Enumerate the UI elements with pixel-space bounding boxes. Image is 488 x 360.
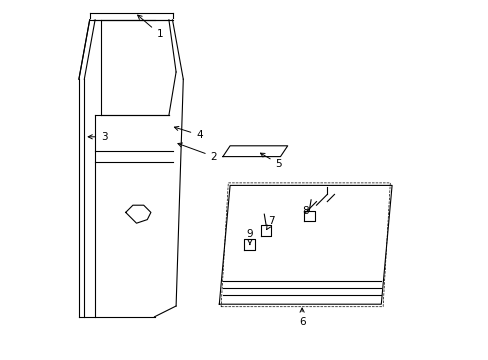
Text: 9: 9 [246,229,253,244]
Text: 7: 7 [266,216,274,230]
Text: 5: 5 [260,153,282,169]
Text: 2: 2 [178,143,217,162]
Text: 6: 6 [298,308,305,327]
Text: 1: 1 [137,15,163,39]
Text: 8: 8 [302,206,308,216]
Text: 3: 3 [88,132,107,142]
Text: 4: 4 [174,126,203,140]
